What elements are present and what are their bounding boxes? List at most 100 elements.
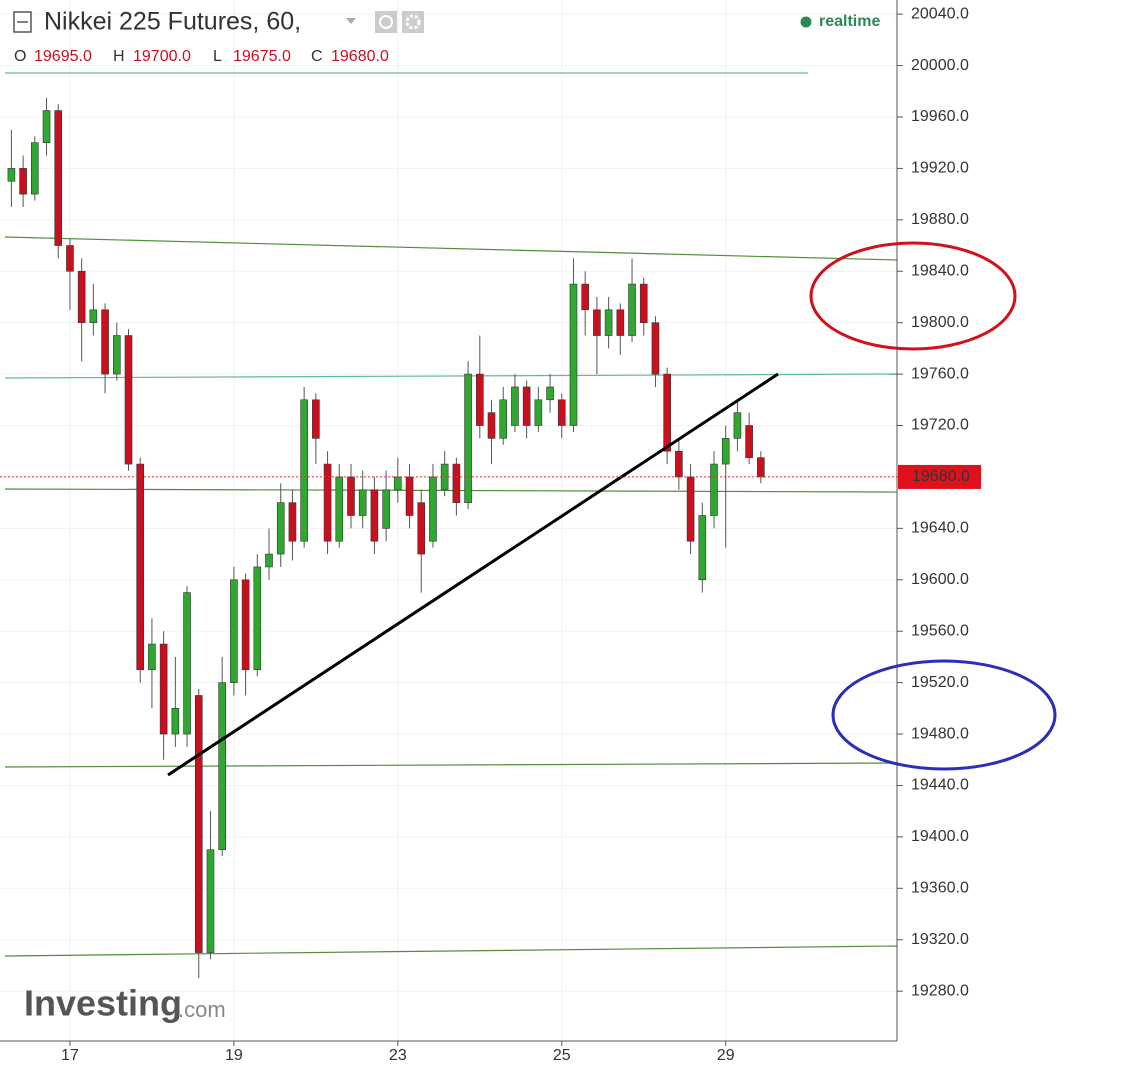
status-dot: [800, 16, 812, 28]
candle-body: [54, 110, 63, 246]
candle-body: [112, 335, 121, 375]
x-tick-label: 19: [225, 1047, 243, 1064]
candle-body: [77, 270, 86, 323]
candle-body: [721, 438, 730, 465]
candle-body: [651, 322, 660, 375]
ohlc-value: 19700.0: [133, 48, 191, 65]
candle-body: [581, 283, 589, 311]
candle-body: [89, 309, 98, 323]
candle-body: [7, 168, 16, 182]
watermark-text: Investing: [24, 983, 182, 1024]
candle-body: [241, 579, 250, 671]
candle-body: [347, 476, 355, 516]
candle-body: [534, 399, 543, 426]
candle-body: [183, 592, 191, 735]
y-tick-label: 19440.0: [911, 777, 969, 794]
candle-body: [557, 399, 566, 426]
candle-body: [464, 373, 472, 503]
candle-body: [429, 476, 437, 542]
candle-body: [511, 386, 519, 426]
y-tick-label: 19520.0: [911, 674, 969, 691]
candle-body: [323, 463, 332, 542]
candle-body: [159, 643, 168, 735]
candle-body: [546, 386, 554, 401]
candle-body: [499, 399, 508, 439]
candle-body: [475, 373, 484, 426]
x-tick-label: 23: [389, 1047, 407, 1064]
gear-icon-glyph: [405, 14, 421, 30]
candle-body: [312, 399, 320, 439]
ohlc-label: L: [213, 48, 222, 65]
y-tick-label: 19880.0: [911, 211, 969, 228]
candle-body: [663, 373, 671, 452]
ohlc-label: O: [14, 48, 26, 65]
candle-body: [593, 309, 601, 336]
candle-body: [265, 553, 273, 568]
candle-body: [358, 489, 367, 516]
x-tick-label: 25: [553, 1047, 571, 1064]
candle-body: [394, 476, 402, 491]
candle-body: [124, 335, 133, 465]
candle-body: [745, 425, 753, 458]
candle-body: [452, 463, 461, 503]
y-tick-label: 19840.0: [911, 262, 969, 279]
ohlc-value: 19675.0: [233, 48, 291, 65]
candle-body: [335, 476, 344, 542]
y-tick-label: 19280.0: [911, 982, 969, 999]
candle-body: [300, 399, 308, 542]
y-tick-label: 19920.0: [911, 160, 969, 177]
grid: [0, 0, 897, 1040]
annotation-ellipse: [831, 659, 1057, 771]
chart-title: Nikkei 225 Futures, 60,: [44, 8, 301, 36]
candle-body: [101, 309, 109, 375]
candles: [7, 97, 765, 979]
candle-body: [569, 283, 578, 426]
header: Nikkei 225 Futures, 60, realtime: [13, 8, 880, 36]
y-tick-label: 19960.0: [911, 108, 969, 125]
dropdown-arrow[interactable]: [346, 18, 356, 24]
candle-body: [604, 309, 613, 336]
candle-body: [171, 708, 180, 735]
y-tick-label: 19600.0: [911, 571, 969, 588]
resistance-line: [4, 236, 898, 261]
candle-body: [522, 386, 531, 426]
drawings: [4, 72, 898, 957]
x-tick-label: 17: [61, 1047, 79, 1064]
candle-body: [31, 142, 39, 195]
support-line: [4, 945, 898, 957]
candle-body: [487, 412, 496, 439]
ohlc-label: H: [113, 48, 125, 65]
gear-icon[interactable]: [402, 11, 424, 33]
candle-body: [42, 110, 51, 143]
candle-body: [405, 476, 414, 516]
candle-body: [253, 566, 262, 671]
candle-body: [417, 502, 426, 555]
horizontal-line: [4, 373, 898, 379]
y-tick-label: 20040.0: [911, 5, 969, 22]
ohlc-legend: O 19695.0 H 19700.0 L 19675.0 C 19680.0: [14, 48, 389, 65]
y-tick-label: 19480.0: [911, 725, 969, 742]
candle-body: [66, 245, 74, 272]
y-tick-label: 19400.0: [911, 828, 969, 845]
candle-body: [733, 412, 742, 439]
candle-body: [675, 450, 683, 478]
y-tick-label: 19320.0: [911, 931, 969, 948]
ohlc-label: C: [311, 48, 323, 65]
candle-body: [230, 579, 238, 683]
y-tick-label: 19360.0: [911, 880, 969, 897]
support-line: [4, 488, 898, 493]
candle-body: [639, 283, 648, 323]
candle-body: [628, 283, 636, 336]
annotation-ellipse: [809, 241, 1017, 351]
y-tick-label: 19640.0: [911, 520, 969, 537]
candle-body: [686, 476, 695, 542]
settings-icon[interactable]: [375, 11, 397, 33]
candle-body: [276, 502, 285, 555]
last-price-label: 19680.0: [912, 468, 970, 485]
watermark: Investing .com: [24, 983, 226, 1024]
trend-line: [167, 372, 779, 777]
candle-body: [206, 849, 215, 953]
ohlc-value: 19680.0: [331, 48, 389, 65]
candle-body: [19, 168, 27, 195]
